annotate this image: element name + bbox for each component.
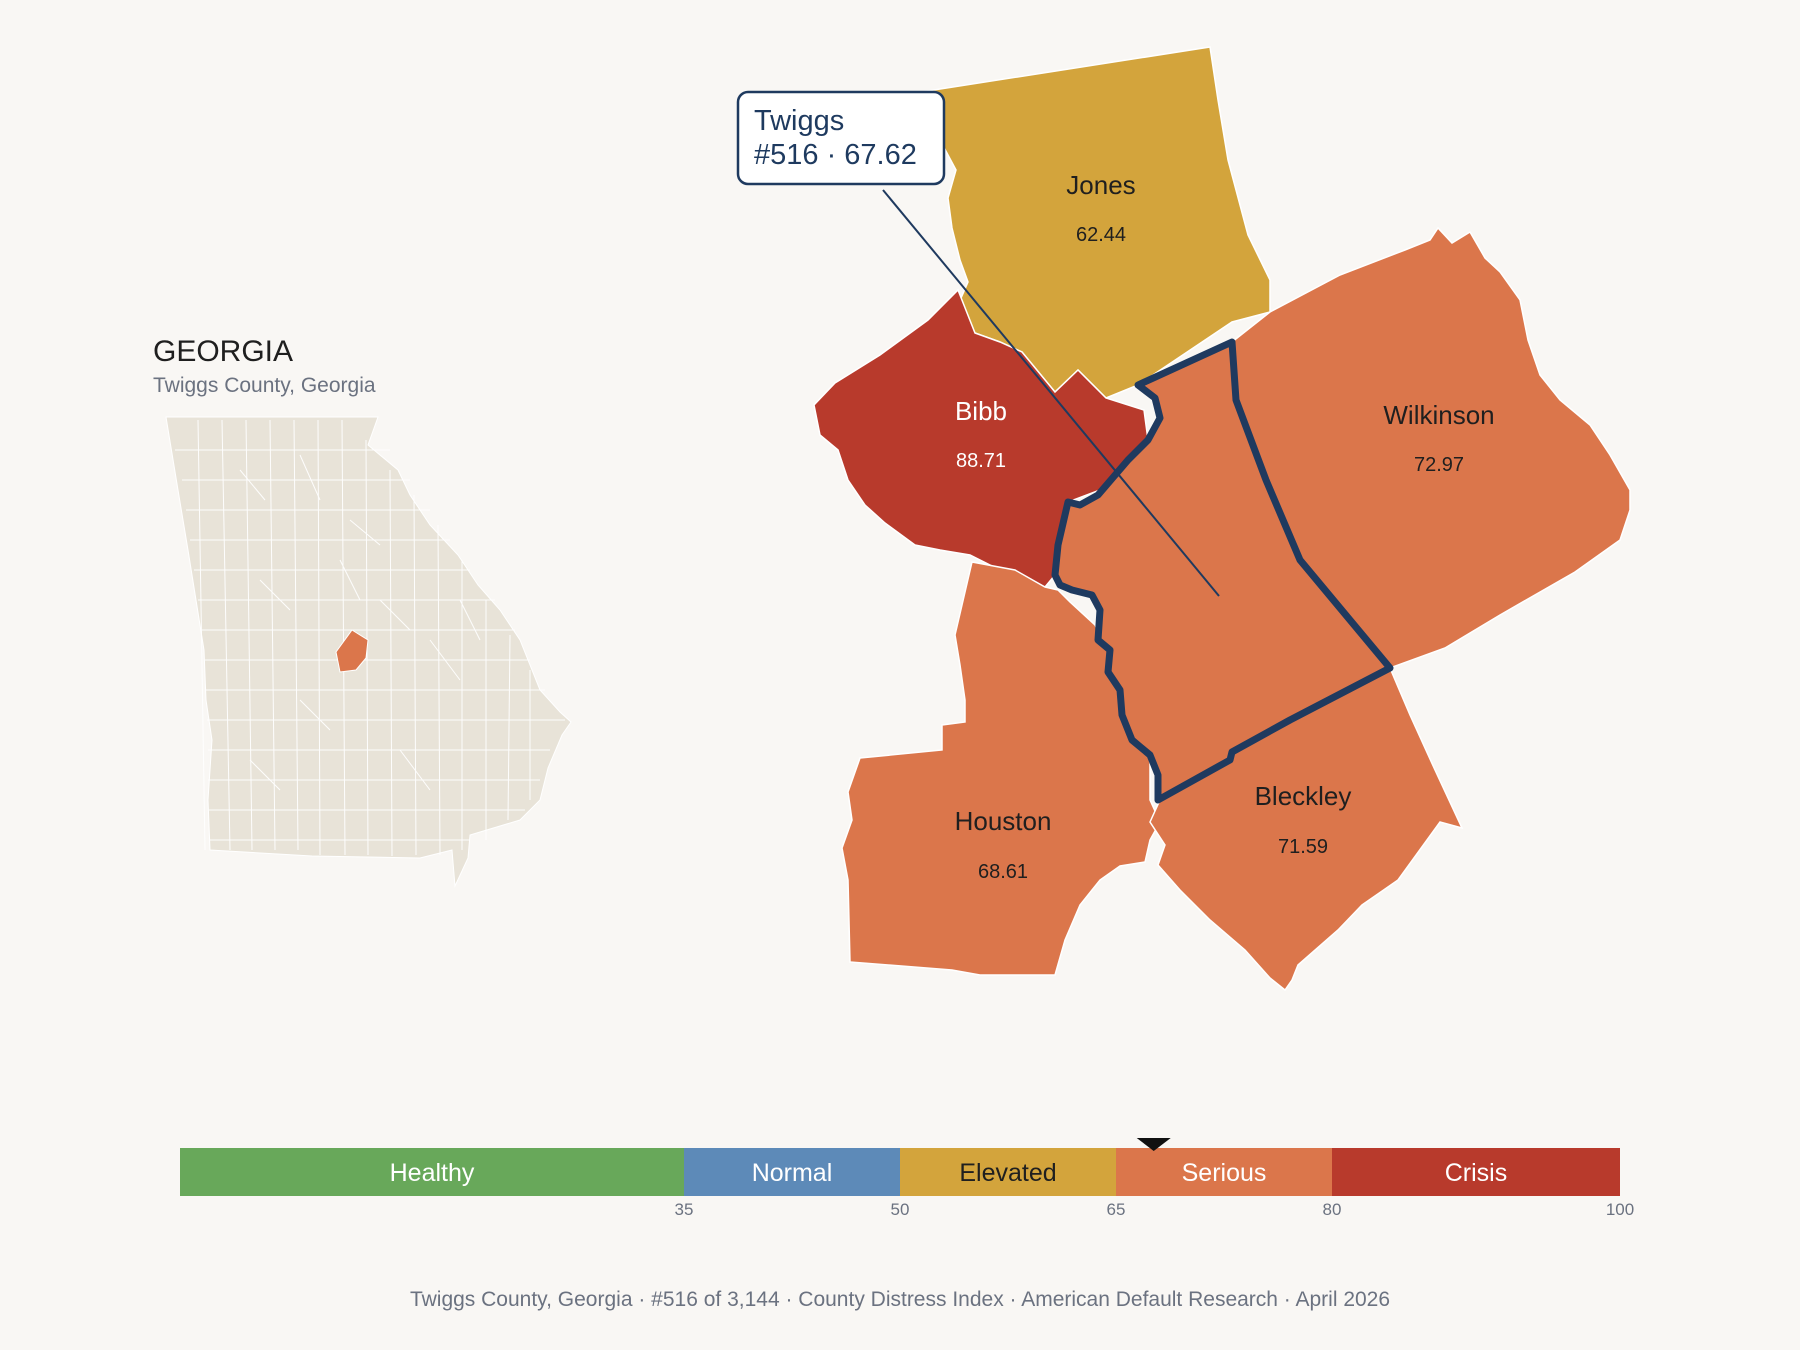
county-value-wilkinson: 72.97 bbox=[1414, 454, 1464, 476]
callout-leader-line bbox=[882, 189, 1220, 597]
county-value-jones: 62.44 bbox=[1076, 224, 1126, 246]
scale-tick-50: 50 bbox=[891, 1200, 910, 1219]
county-label-wilkinson: Wilkinson bbox=[1383, 400, 1494, 430]
callout-rank-score: #516 · 67.62 bbox=[754, 139, 917, 171]
county-bleckley[interactable] bbox=[1149, 666, 1464, 992]
scale-segment-elevated bbox=[900, 1148, 1116, 1196]
selected-county-callout: Twiggs #516 · 67.62 bbox=[736, 90, 1220, 597]
county-grid bbox=[175, 419, 565, 857]
scale-label-crisis: Crisis bbox=[1445, 1159, 1508, 1187]
scale-tick-35: 35 bbox=[675, 1200, 694, 1219]
scale-marker bbox=[1136, 1138, 1171, 1151]
callout-box bbox=[736, 90, 946, 186]
county-wilkinson[interactable] bbox=[1231, 226, 1631, 669]
state-inset: GEORGIA Twiggs County, Georgia bbox=[153, 335, 572, 888]
state-subtitle: Twiggs County, Georgia bbox=[153, 374, 376, 397]
scale-tick-80: 80 bbox=[1323, 1200, 1342, 1219]
scale-label-normal: Normal bbox=[752, 1159, 833, 1187]
callout-county-name: Twiggs bbox=[754, 105, 844, 137]
scale-segment-healthy bbox=[180, 1148, 684, 1196]
county-label-bibb: Bibb bbox=[955, 396, 1007, 426]
scale-segment-normal bbox=[684, 1148, 900, 1196]
county-label-bleckley: Bleckley bbox=[1255, 781, 1352, 811]
scale-label-healthy: Healthy bbox=[390, 1159, 475, 1187]
county-value-bleckley: 71.59 bbox=[1278, 836, 1328, 858]
footer-caption: Twiggs County, Georgia · #516 of 3,144 ·… bbox=[410, 1288, 1390, 1311]
georgia-state-shape bbox=[165, 416, 572, 888]
county-value-bibb: 88.71 bbox=[956, 450, 1006, 472]
county-twiggs[interactable] bbox=[1051, 338, 1394, 804]
state-title: GEORGIA bbox=[153, 335, 293, 368]
regional-map: Jones 62.44 Bibb 88.71 Wilkinson 72.97 H… bbox=[736, 46, 1631, 992]
county-labels: Jones 62.44 Bibb 88.71 Wilkinson 72.97 H… bbox=[955, 170, 1495, 883]
scale-segment-serious bbox=[1116, 1148, 1332, 1196]
county-label-houston: Houston bbox=[955, 806, 1052, 836]
county-label-jones: Jones bbox=[1066, 170, 1135, 200]
scale-tick-100: 100 bbox=[1606, 1200, 1634, 1219]
scale-label-serious: Serious bbox=[1182, 1159, 1267, 1187]
distress-scale: Healthy 35 Normal 50 Elevated 65 Serious 80 Cris… bbox=[180, 1138, 1634, 1219]
scale-tick-65: 65 bbox=[1107, 1200, 1126, 1219]
scale-segment-crisis bbox=[1332, 1148, 1620, 1196]
twiggs-inset-highlight bbox=[335, 629, 369, 673]
scale-label-elevated: Elevated bbox=[959, 1159, 1056, 1187]
county-value-houston: 68.61 bbox=[978, 861, 1028, 883]
